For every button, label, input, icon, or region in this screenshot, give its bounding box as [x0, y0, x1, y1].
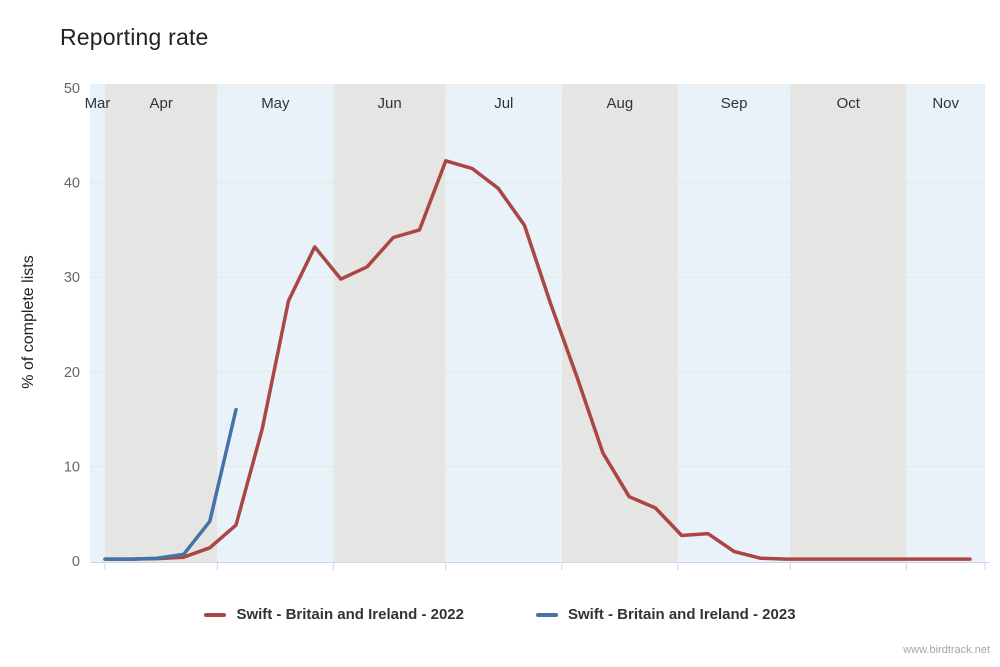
month-band-apr: [104, 84, 218, 562]
reporting-rate-plot: Mar Apr May Jun Jul Aug Sep Oct Nov 0 10 20 30 40 50 % …: [20, 81, 990, 571]
month-band-jun: [333, 84, 446, 562]
y-axis-label-40: 40: [64, 176, 80, 192]
y-axis-title: % of complete lists: [20, 255, 37, 388]
chart-title: Reporting rate: [60, 24, 209, 50]
watermark-link[interactable]: www.birdtrack.net: [903, 644, 990, 656]
legend-label-2022: Swift - Britain and Ireland - 2022: [236, 606, 464, 623]
x-axis-label-nov: Nov: [932, 95, 959, 112]
x-axis-label-mar: Mar: [85, 95, 111, 112]
legend-label-2023: Swift - Britain and Ireland - 2023: [568, 606, 796, 623]
y-axis-label-0: 0: [72, 554, 80, 570]
month-band-sep: [677, 84, 791, 562]
x-axis-label-oct: Oct: [837, 95, 861, 112]
month-band-nov: [906, 84, 985, 562]
legend-item-2023[interactable]: Swift - Britain and Ireland - 2023: [536, 606, 796, 623]
series-line-2023[interactable]: [103, 407, 238, 561]
series-line-2022[interactable]: [103, 159, 972, 561]
x-axis-label-jul: Jul: [494, 95, 513, 112]
month-band-mar: [90, 84, 105, 562]
legend-item-2022[interactable]: Swift - Britain and Ireland - 2022: [204, 606, 464, 623]
month-band-jul: [445, 84, 562, 562]
y-axis-label-30: 30: [64, 270, 80, 286]
y-axis-label-50: 50: [64, 81, 80, 97]
y-axis-label-10: 10: [64, 459, 80, 475]
month-band-may: [217, 84, 334, 562]
month-band-aug: [561, 84, 678, 562]
x-axis-label-aug: Aug: [607, 95, 634, 112]
x-axis-label-sep: Sep: [721, 95, 748, 112]
legend-swatch-2022: [204, 612, 227, 617]
legend-swatch-2023: [536, 612, 558, 617]
month-band-oct: [790, 84, 907, 562]
x-axis-label-apr: Apr: [149, 95, 172, 112]
x-axis-label-may: May: [261, 95, 290, 112]
y-axis-label-20: 20: [64, 365, 80, 381]
legend: Swift - Britain and Ireland - 2022 Swift…: [0, 606, 1000, 623]
x-axis-label-jun: Jun: [377, 95, 401, 112]
